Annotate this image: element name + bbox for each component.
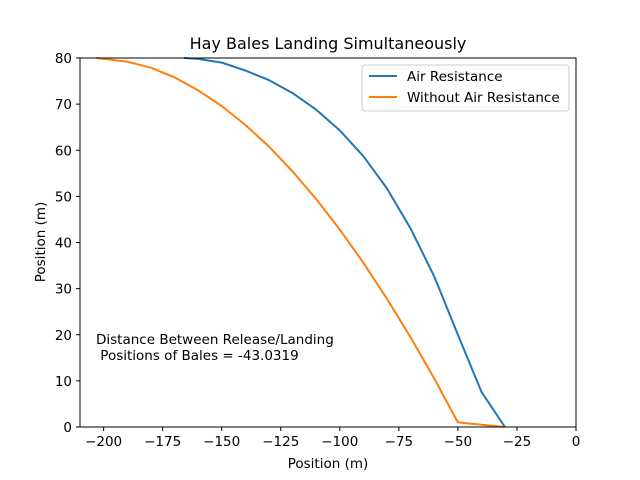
- x-tick-label: −125: [262, 434, 299, 450]
- axes-frame: [79, 57, 577, 428]
- x-tick-label: 0: [572, 434, 581, 450]
- series-line-without-air-resistance: [96, 57, 505, 428]
- y-tick-label: 0: [63, 420, 72, 436]
- annotation-line-2: Positions of Bales = -43.0319: [96, 348, 299, 364]
- annotation-line-1: Distance Between Release/Landing: [96, 332, 334, 348]
- y-tick-label: 80: [55, 51, 72, 67]
- x-tick-label: −175: [144, 434, 181, 450]
- y-tick-label: 70: [55, 97, 72, 113]
- y-tick-label: 30: [55, 282, 72, 298]
- y-tick-label: 40: [55, 236, 72, 252]
- chart-title: Hay Bales Landing Simultaneously: [190, 34, 467, 53]
- legend-label-without-air-resistance: Without Air Resistance: [407, 90, 560, 106]
- plot-area: [79, 57, 577, 428]
- series-layer: [96, 57, 506, 428]
- legend-label-air-resistance: Air Resistance: [407, 69, 503, 85]
- x-tick-label: −75: [385, 434, 414, 450]
- y-tick-label: 60: [55, 143, 72, 159]
- y-tick-label: 20: [55, 328, 72, 344]
- y-axis-ticks: 0 10 20 30 40 50 60 70 80: [55, 51, 80, 436]
- legend: Air Resistance Without Air Resistance: [361, 64, 570, 112]
- x-tick-label: −25: [503, 434, 532, 450]
- x-axis-label: Position (m): [288, 456, 369, 472]
- y-tick-label: 50: [55, 189, 72, 205]
- x-tick-label: −150: [203, 434, 240, 450]
- x-tick-label: −100: [321, 434, 358, 450]
- y-axis-label: Position (m): [33, 202, 49, 283]
- y-tick-label: 10: [55, 374, 72, 390]
- x-tick-label: −200: [85, 434, 122, 450]
- legend-box: [361, 64, 570, 112]
- series-line-air-resistance: [183, 57, 506, 428]
- x-tick-label: −50: [444, 434, 473, 450]
- annotation-text: Distance Between Release/Landing Positio…: [0, 0, 355, 364]
- x-axis-ticks: −200 −175 −150 −125 −100 −75 −50 −25 0: [85, 427, 580, 450]
